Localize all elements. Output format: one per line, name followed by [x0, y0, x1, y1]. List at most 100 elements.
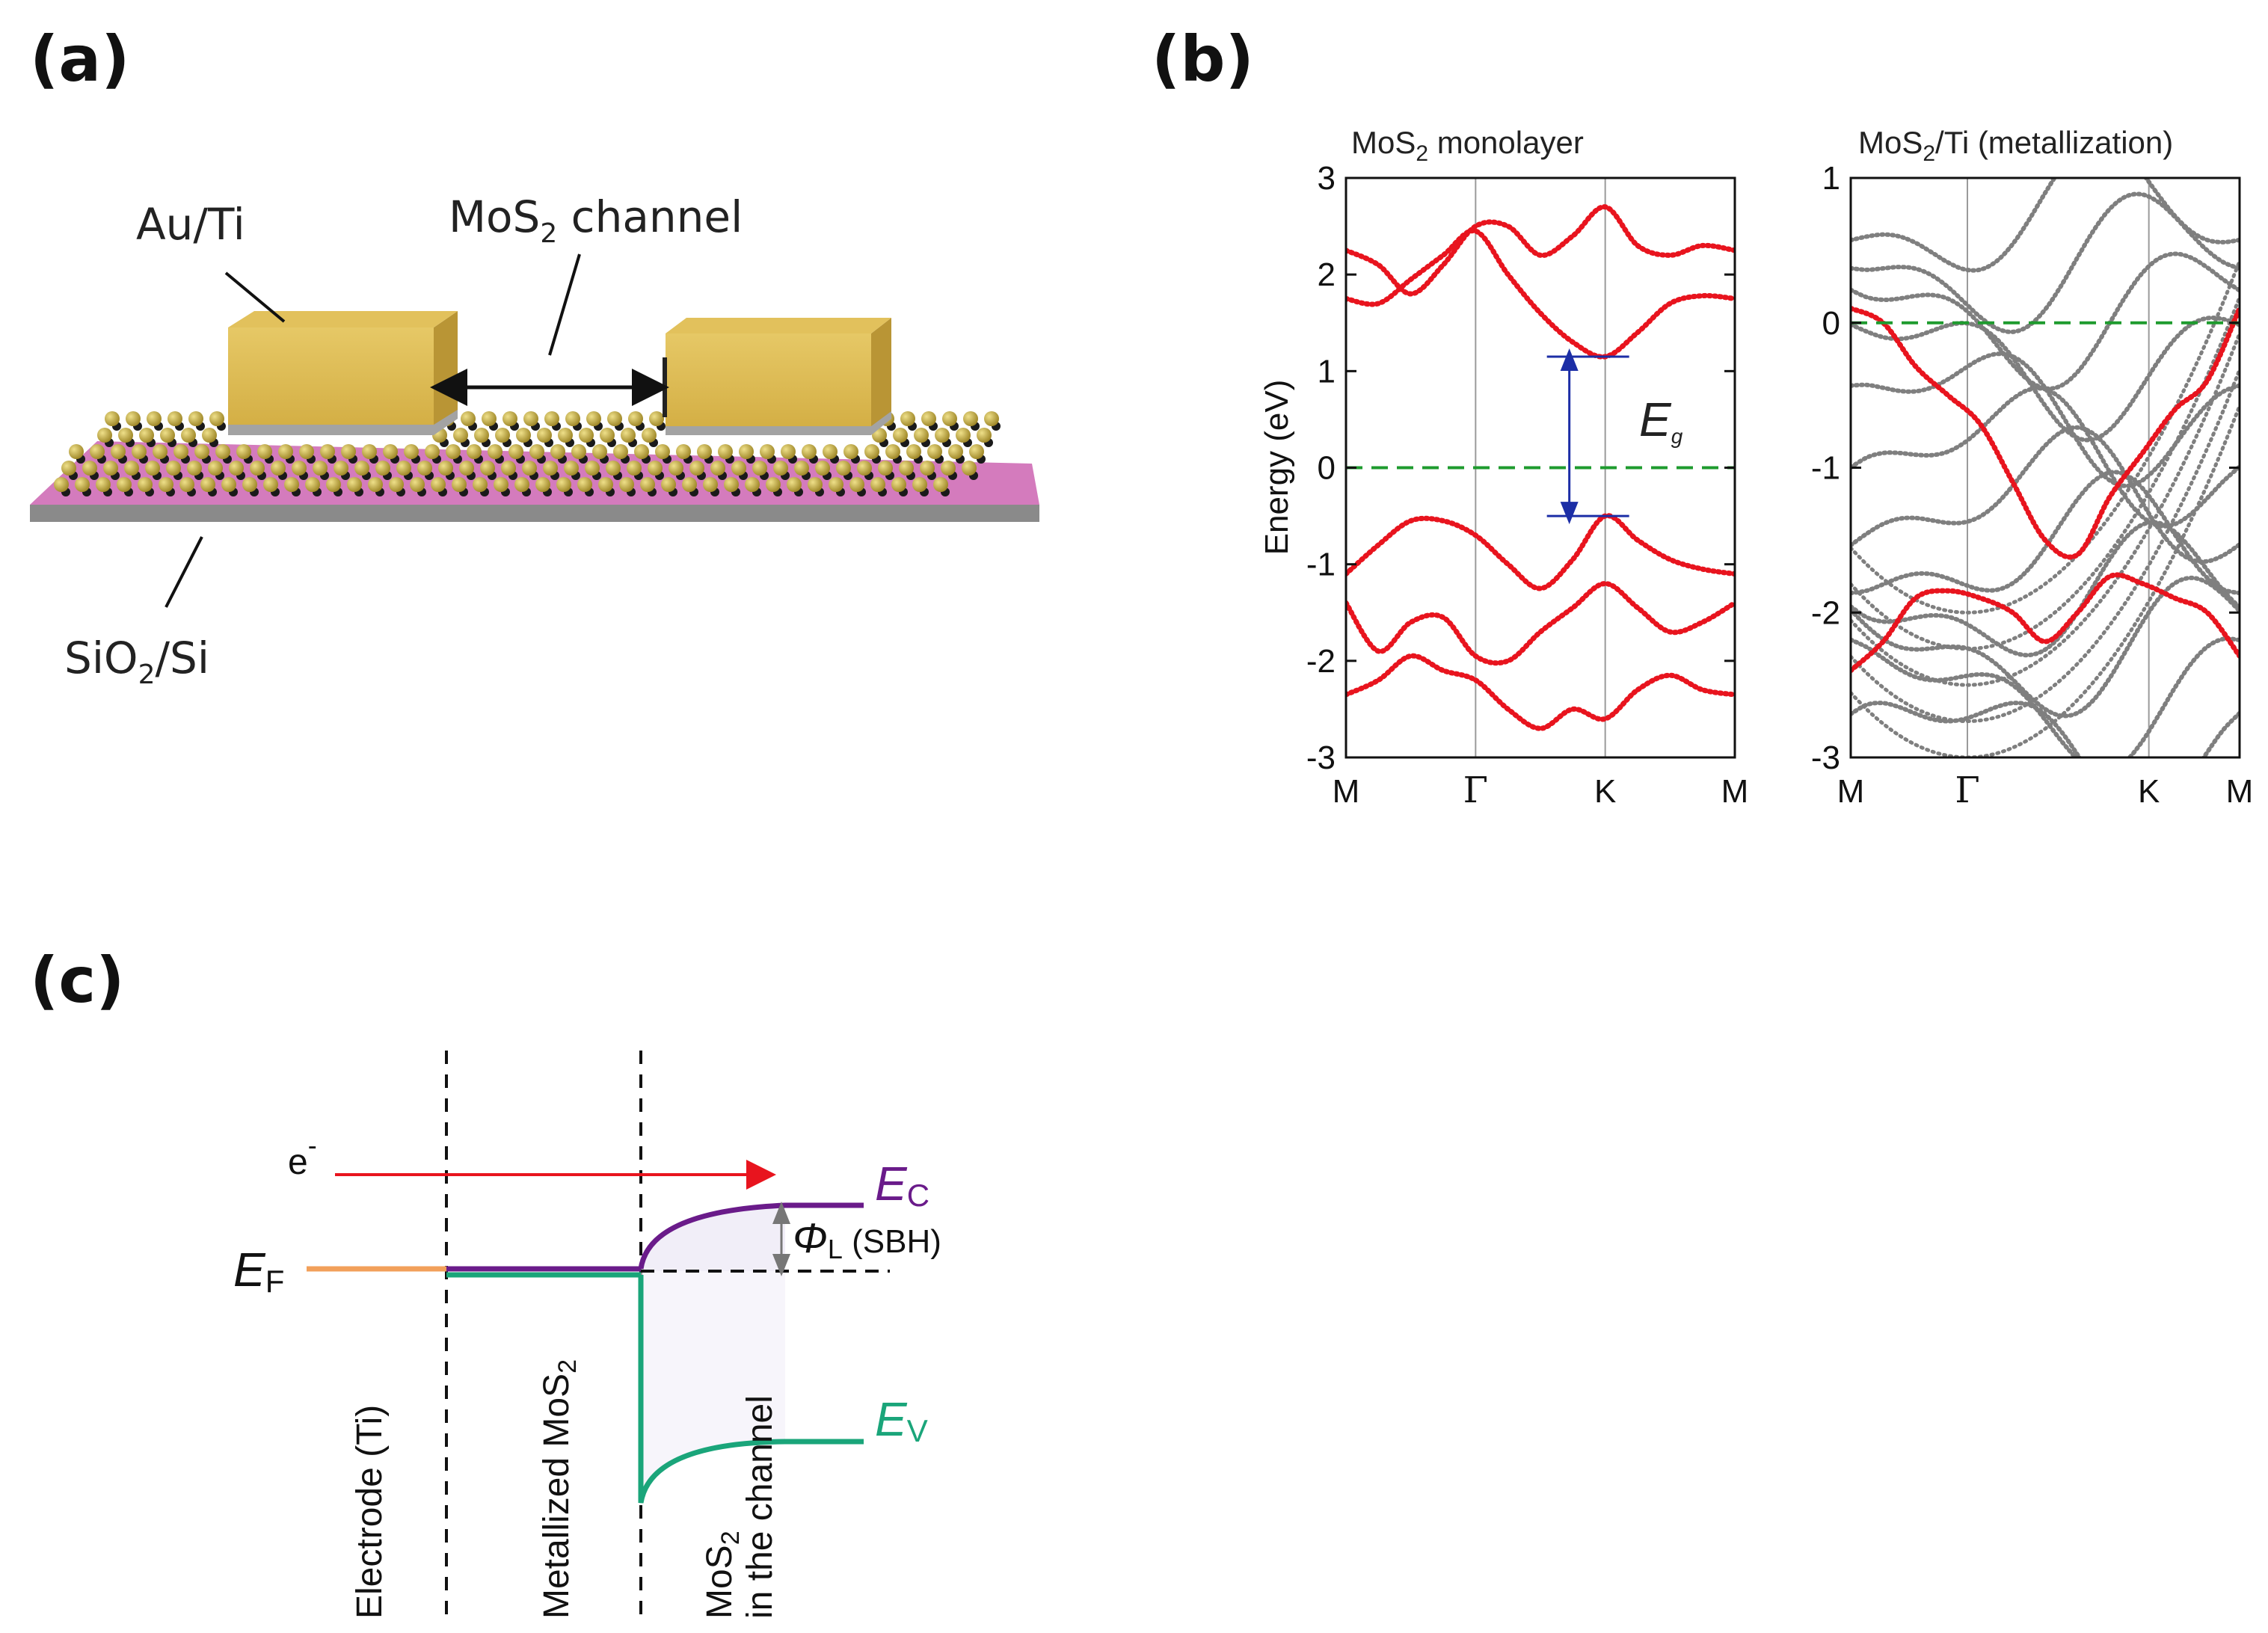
- panel-label-a: (a): [30, 22, 129, 96]
- band-line: [1346, 580, 1735, 666]
- s-atom: [899, 461, 914, 476]
- y-tick-label: -3: [1811, 739, 1840, 776]
- s-atom: [103, 461, 118, 476]
- s-atom: [703, 477, 718, 492]
- s-atom: [242, 477, 257, 492]
- s-atom: [117, 477, 132, 492]
- s-atom: [689, 461, 704, 476]
- s-atom: [90, 444, 105, 459]
- s-atom: [305, 477, 320, 492]
- s-atom: [446, 444, 461, 459]
- ti-grey-band: [1851, 251, 2240, 391]
- s-atom: [956, 428, 971, 443]
- x-tick-label: M: [2226, 773, 2254, 810]
- s-atom: [621, 428, 636, 443]
- s-atom: [606, 461, 621, 476]
- s-atom: [173, 444, 188, 459]
- s-atom: [523, 411, 538, 426]
- s-atom: [864, 444, 879, 459]
- s-atom: [556, 477, 571, 492]
- ec-bending-shade: [641, 1205, 785, 1271]
- s-atom: [628, 411, 643, 426]
- s-atom: [962, 461, 977, 476]
- s-atom: [849, 477, 864, 492]
- x-tick-label: Γ: [1955, 769, 1979, 811]
- left-electrode: [228, 311, 458, 435]
- s-atom: [558, 428, 573, 443]
- ti-grey-band: [1851, 470, 2240, 596]
- s-atom: [494, 477, 508, 492]
- s-atom: [829, 477, 843, 492]
- s-atom: [760, 444, 775, 459]
- y-tick-label: -1: [1306, 547, 1336, 583]
- mos2-lattice: [54, 411, 1001, 496]
- s-atom: [271, 461, 286, 476]
- s-atom: [105, 411, 120, 426]
- s-atom: [921, 411, 936, 426]
- leader-line-channel: [548, 253, 581, 356]
- s-atom: [613, 444, 628, 459]
- ti-grey-band: [1851, 404, 2240, 757]
- ti-grey-band: [1851, 191, 2240, 334]
- s-atom: [263, 477, 278, 492]
- s-atom: [404, 444, 419, 459]
- s-atom: [649, 411, 664, 426]
- s-atom: [648, 461, 663, 476]
- s-atom: [564, 461, 579, 476]
- band-line-core: [1346, 582, 1735, 664]
- s-atom: [461, 411, 476, 426]
- region-label-electrode: Electrode (Ti): [350, 1405, 390, 1619]
- s-atom: [935, 428, 950, 443]
- s-atom: [912, 477, 927, 492]
- ti-grey-band: [1851, 331, 2240, 687]
- s-atom: [815, 461, 830, 476]
- band-gap-label: Eg: [1639, 393, 1683, 448]
- s-atom: [529, 444, 544, 459]
- s-atom: [920, 461, 935, 476]
- s-atom: [619, 477, 634, 492]
- s-atom: [410, 477, 425, 492]
- s-atom: [710, 461, 725, 476]
- s-atom: [347, 477, 362, 492]
- y-tick-label: 0: [1822, 305, 1840, 342]
- panel-label-c: (c): [30, 944, 125, 1017]
- s-atom: [200, 477, 215, 492]
- s-atom: [75, 477, 90, 492]
- x-tick-label: K: [2138, 773, 2160, 810]
- s-atom: [368, 477, 383, 492]
- s-atom: [794, 461, 809, 476]
- s-atom: [417, 461, 432, 476]
- ec-label: EC: [875, 1157, 929, 1213]
- s-atom: [766, 477, 781, 492]
- s-atom: [159, 477, 173, 492]
- s-atom: [236, 444, 251, 459]
- s-atom: [320, 444, 335, 459]
- s-atom: [655, 444, 670, 459]
- s-atom: [139, 428, 154, 443]
- s-atom: [375, 461, 390, 476]
- y-tick-label: 3: [1318, 160, 1336, 197]
- s-atom: [752, 461, 767, 476]
- s-atom: [160, 428, 175, 443]
- ti-grey-band: [1851, 295, 2240, 651]
- s-atom: [516, 428, 531, 443]
- s-atom: [147, 411, 162, 426]
- s-atom: [522, 461, 537, 476]
- ef-label: EF: [233, 1243, 284, 1299]
- s-atom: [145, 461, 160, 476]
- s-atom: [326, 477, 341, 492]
- s-atom: [61, 461, 76, 476]
- s-atom: [544, 411, 559, 426]
- s-atom: [229, 461, 244, 476]
- s-atom: [250, 461, 265, 476]
- s-atom: [598, 477, 613, 492]
- s-atom: [823, 444, 838, 459]
- s-atom: [870, 477, 885, 492]
- s-atom: [69, 444, 84, 459]
- s-atom: [480, 461, 495, 476]
- x-tick-label: Γ: [1463, 769, 1488, 811]
- band-line-core: [1346, 514, 1735, 590]
- s-atom: [781, 444, 796, 459]
- panel-b-right-chart: MoS2/Ti (metallization) 10-1-2-3M Γ K M: [1811, 125, 2254, 811]
